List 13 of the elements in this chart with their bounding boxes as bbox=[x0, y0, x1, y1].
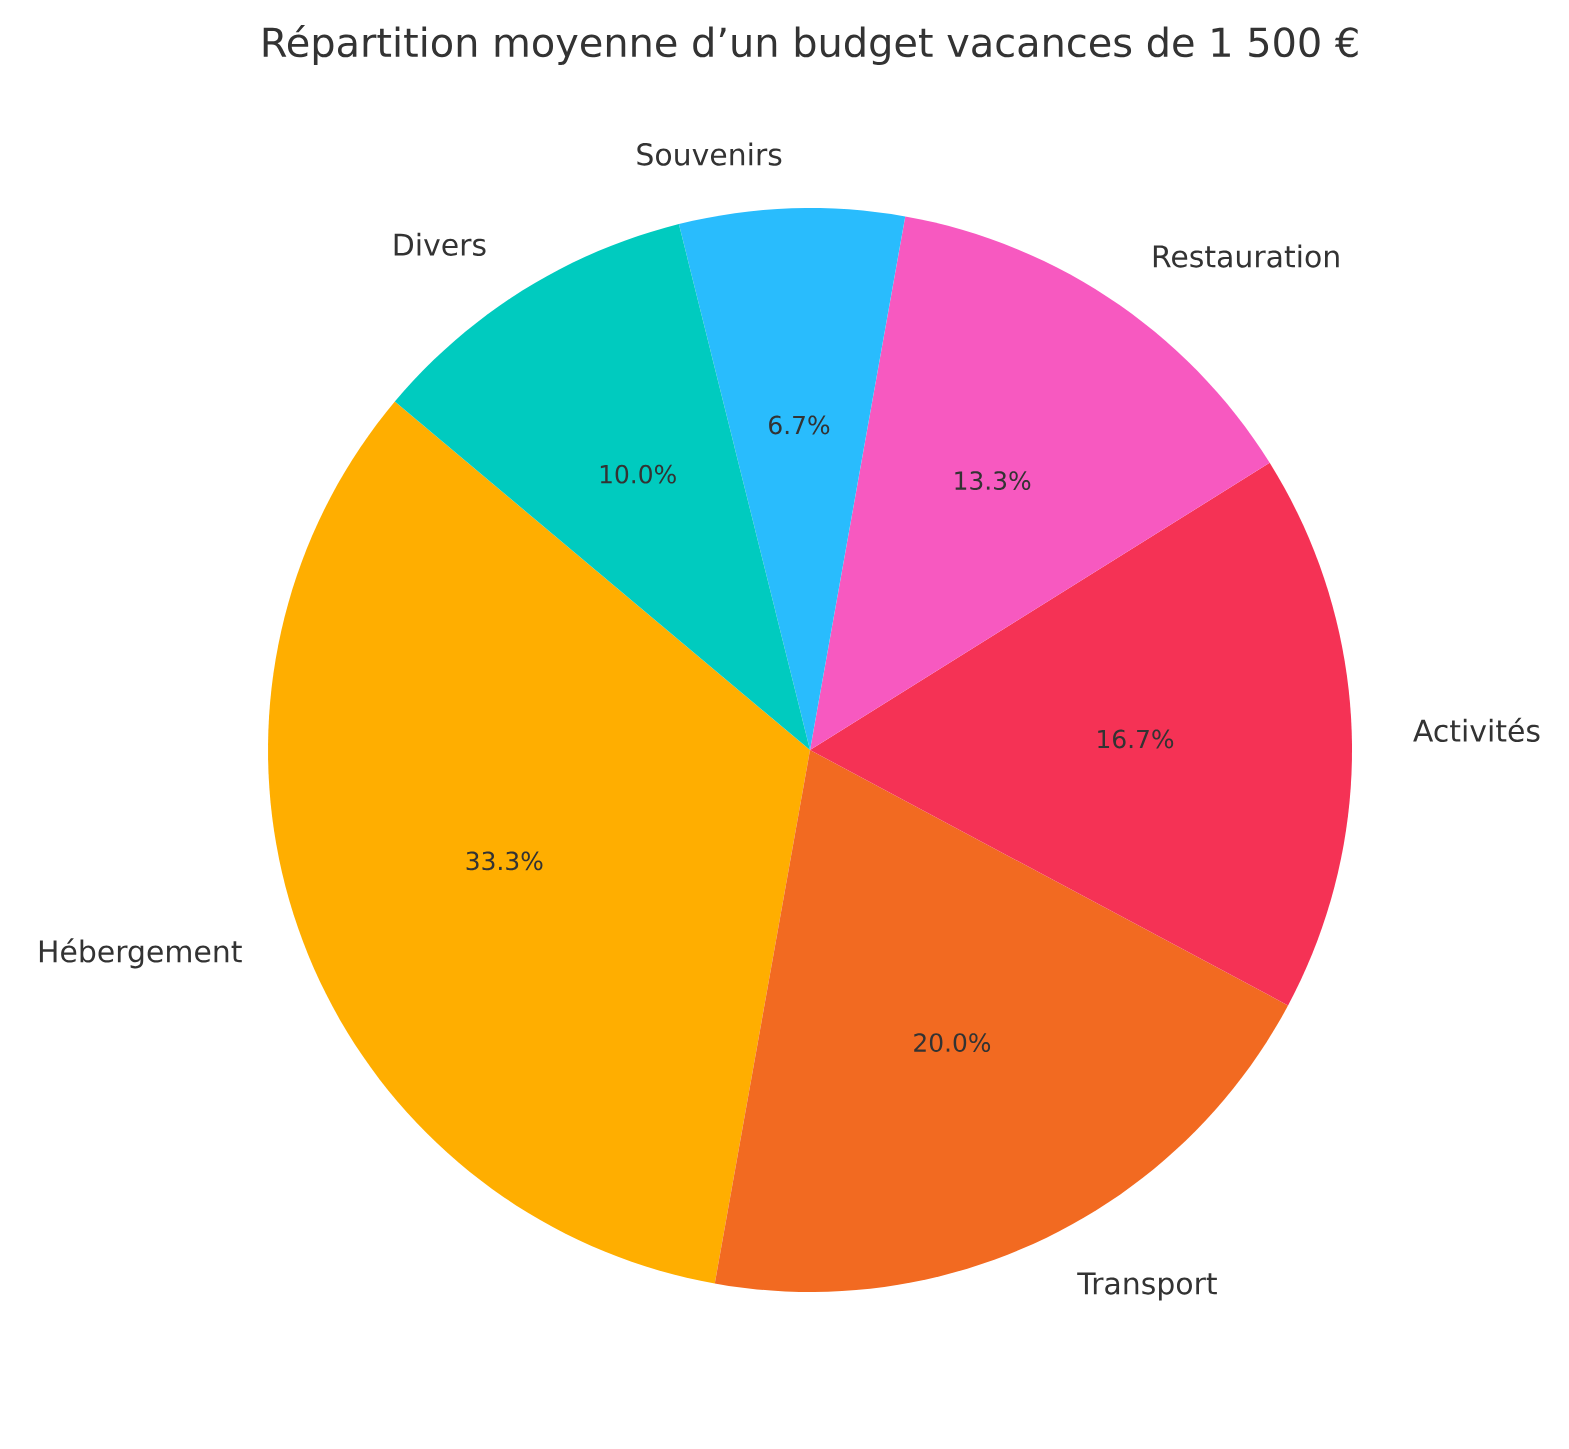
slice-label: Divers bbox=[394, 232, 486, 256]
slice-label: Souvenirs bbox=[637, 142, 782, 166]
data-label: 20.0% bbox=[914, 1033, 991, 1052]
slice-label: Hébergement bbox=[39, 938, 242, 969]
data-label: 10.0% bbox=[600, 464, 676, 484]
slice-label: Transport bbox=[1077, 1272, 1217, 1301]
data-label: 13.3% bbox=[955, 471, 1031, 490]
slice-label: Activités bbox=[1413, 717, 1540, 742]
chart-title: Répartition moyenne d’un budget vacances de 1 500 € bbox=[263, 24, 1358, 66]
slice-label: Restauration bbox=[1153, 244, 1339, 268]
data-label: 6.7% bbox=[769, 415, 830, 435]
data-label: 16.7% bbox=[1098, 729, 1174, 749]
data-label: 33.3% bbox=[466, 851, 543, 871]
